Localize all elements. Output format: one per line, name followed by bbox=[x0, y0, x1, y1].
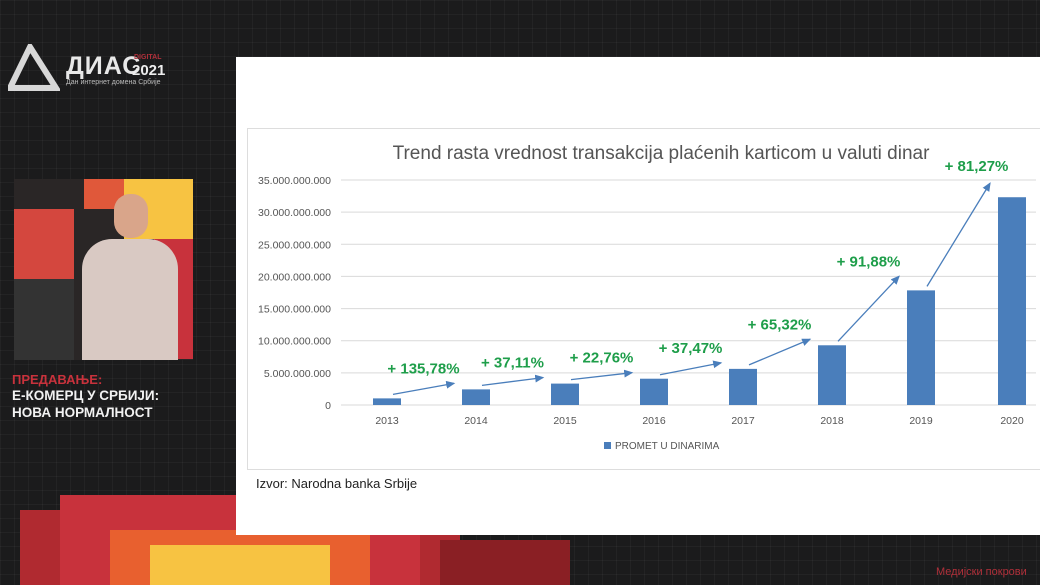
lecture-title-line1: Е-КОМЕРЦ У СРБИЈИ: bbox=[12, 388, 160, 403]
sponsor-label: Медијски покрови bbox=[936, 566, 1027, 578]
growth-label: + 91,88% bbox=[837, 253, 901, 270]
logo-text: ДИАС bbox=[66, 52, 142, 80]
growth-label: + 65,32% bbox=[748, 316, 812, 333]
growth-arrow bbox=[837, 275, 900, 342]
x-tick-label: 2015 bbox=[553, 415, 577, 427]
growth-arrow bbox=[926, 182, 991, 287]
growth-label: + 37,47% bbox=[659, 340, 723, 357]
lecture-title-line2: НОВА НОРМАЛНОСТ bbox=[12, 405, 153, 420]
chart-title: Trend rasta vrednost transakcija plaćeni… bbox=[393, 143, 930, 164]
lecture-caption: ПРЕДАВАЊЕ: Е-КОМЕРЦ У СРБИЈИ: НОВА НОРМА… bbox=[12, 372, 222, 421]
logo-year: 2021 bbox=[132, 62, 166, 79]
x-tick-label: 2019 bbox=[909, 415, 933, 427]
bar-2015 bbox=[551, 383, 579, 405]
dias-logo: ДИАС DIGITAL 2021 Дан интернет домена Ср… bbox=[5, 40, 178, 94]
logo-digital: DIGITAL bbox=[134, 54, 162, 61]
legend-label: PROMET U DINARIMA bbox=[615, 441, 720, 452]
y-tick-label: 15.000.000.000 bbox=[258, 304, 331, 316]
growth-label: + 37,11% bbox=[481, 355, 544, 372]
legend-swatch bbox=[604, 442, 611, 449]
y-tick-label: 0 bbox=[325, 400, 331, 412]
y-tick-label: 35.000.000.000 bbox=[258, 175, 331, 187]
growth-arrow bbox=[392, 380, 456, 396]
growth-label: + 22,76% bbox=[570, 350, 634, 367]
growth-arrow bbox=[748, 338, 812, 366]
logo-subtitle: Дан интернет домена Србије bbox=[66, 79, 161, 86]
x-tick-label: 2017 bbox=[731, 415, 755, 427]
x-tick-label: 2020 bbox=[1000, 415, 1024, 427]
bar-2020 bbox=[998, 197, 1026, 405]
chart-box: Trend rasta vrednost transakcija plaćeni… bbox=[247, 128, 1040, 470]
growth-label: + 81,27% bbox=[945, 158, 1009, 175]
bar-2017 bbox=[729, 368, 757, 405]
growth-label: + 135,78% bbox=[387, 360, 459, 377]
growth-arrow bbox=[659, 360, 723, 376]
y-tick-label: 30.000.000.000 bbox=[258, 207, 331, 219]
y-tick-label: 5.000.000.000 bbox=[264, 368, 331, 380]
bar-2018 bbox=[818, 345, 846, 405]
bar-2013 bbox=[373, 398, 401, 405]
triangle-logo-icon bbox=[5, 40, 62, 91]
bar-2019 bbox=[907, 290, 935, 405]
presentation-slide bbox=[236, 57, 1040, 535]
y-tick-label: 20.000.000.000 bbox=[258, 271, 331, 283]
y-tick-label: 10.000.000.000 bbox=[258, 336, 331, 348]
source-note: Izvor: Narodna banka Srbije bbox=[256, 476, 418, 491]
x-tick-label: 2014 bbox=[464, 415, 488, 427]
bar-2014 bbox=[462, 389, 490, 405]
x-tick-label: 2016 bbox=[642, 415, 666, 427]
x-tick-label: 2013 bbox=[375, 415, 399, 427]
x-tick-label: 2018 bbox=[820, 415, 844, 427]
speaker-video bbox=[14, 179, 193, 360]
lecture-kicker: ПРЕДАВАЊЕ: bbox=[12, 372, 103, 387]
bar-2016 bbox=[640, 378, 668, 405]
y-tick-label: 25.000.000.000 bbox=[258, 239, 331, 251]
growth-arrow bbox=[570, 369, 634, 381]
growth-arrow bbox=[481, 374, 545, 387]
